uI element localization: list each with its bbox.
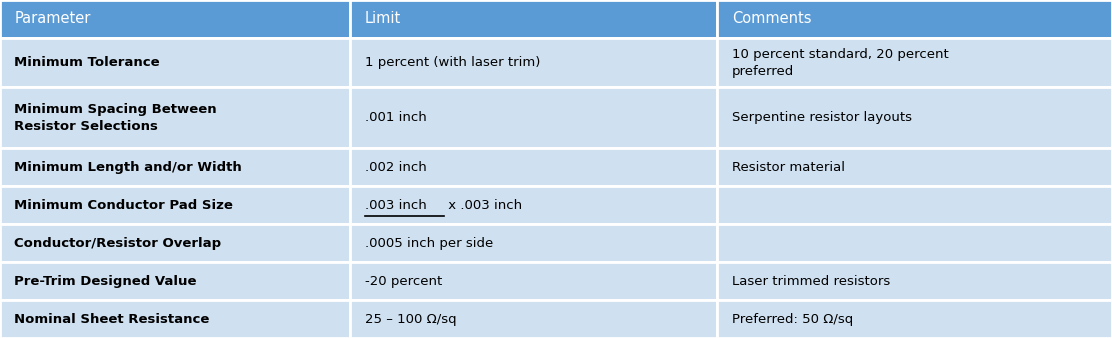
Text: Limit: Limit bbox=[365, 11, 401, 26]
Bar bbox=[0, 262, 350, 300]
Bar bbox=[717, 148, 1112, 186]
Bar bbox=[350, 148, 717, 186]
Bar bbox=[0, 87, 350, 148]
Bar bbox=[350, 224, 717, 262]
Bar bbox=[350, 38, 717, 87]
Bar bbox=[717, 0, 1112, 38]
Text: x .003 inch: x .003 inch bbox=[445, 199, 523, 212]
Bar bbox=[717, 186, 1112, 224]
Text: Minimum Length and/or Width: Minimum Length and/or Width bbox=[14, 161, 242, 174]
Bar bbox=[350, 300, 717, 338]
Bar bbox=[717, 262, 1112, 300]
Bar bbox=[350, 87, 717, 148]
Bar bbox=[717, 38, 1112, 87]
Text: Serpentine resistor layouts: Serpentine resistor layouts bbox=[732, 111, 912, 124]
Bar bbox=[0, 224, 350, 262]
Text: .001 inch: .001 inch bbox=[365, 111, 427, 124]
Text: Nominal Sheet Resistance: Nominal Sheet Resistance bbox=[14, 313, 210, 325]
Text: Minimum Spacing Between
Resistor Selections: Minimum Spacing Between Resistor Selecti… bbox=[14, 103, 217, 133]
Text: Parameter: Parameter bbox=[14, 11, 91, 26]
Bar bbox=[350, 186, 717, 224]
Text: Minimum Conductor Pad Size: Minimum Conductor Pad Size bbox=[14, 199, 234, 212]
Text: 25 – 100 Ω/sq: 25 – 100 Ω/sq bbox=[365, 313, 456, 325]
Text: .0005 inch per side: .0005 inch per side bbox=[365, 237, 493, 249]
Bar bbox=[0, 148, 350, 186]
Bar bbox=[717, 87, 1112, 148]
Text: Resistor material: Resistor material bbox=[732, 161, 845, 174]
Bar bbox=[0, 38, 350, 87]
Text: Comments: Comments bbox=[732, 11, 811, 26]
Bar bbox=[717, 224, 1112, 262]
Text: 10 percent standard, 20 percent
preferred: 10 percent standard, 20 percent preferre… bbox=[732, 48, 949, 78]
Text: Laser trimmed resistors: Laser trimmed resistors bbox=[732, 274, 890, 288]
Bar bbox=[0, 300, 350, 338]
Text: Minimum Tolerance: Minimum Tolerance bbox=[14, 56, 160, 69]
Text: .002 inch: .002 inch bbox=[365, 161, 427, 174]
Bar bbox=[0, 0, 350, 38]
Text: 1 percent (with laser trim): 1 percent (with laser trim) bbox=[365, 56, 540, 69]
Text: .003 inch: .003 inch bbox=[365, 199, 427, 212]
Bar bbox=[717, 300, 1112, 338]
Text: -20 percent: -20 percent bbox=[365, 274, 441, 288]
Bar bbox=[350, 0, 717, 38]
Text: Pre-Trim Designed Value: Pre-Trim Designed Value bbox=[14, 274, 197, 288]
Text: Conductor/Resistor Overlap: Conductor/Resistor Overlap bbox=[14, 237, 221, 249]
Text: Preferred: 50 Ω/sq: Preferred: 50 Ω/sq bbox=[732, 313, 853, 325]
Bar bbox=[350, 262, 717, 300]
Bar bbox=[0, 186, 350, 224]
